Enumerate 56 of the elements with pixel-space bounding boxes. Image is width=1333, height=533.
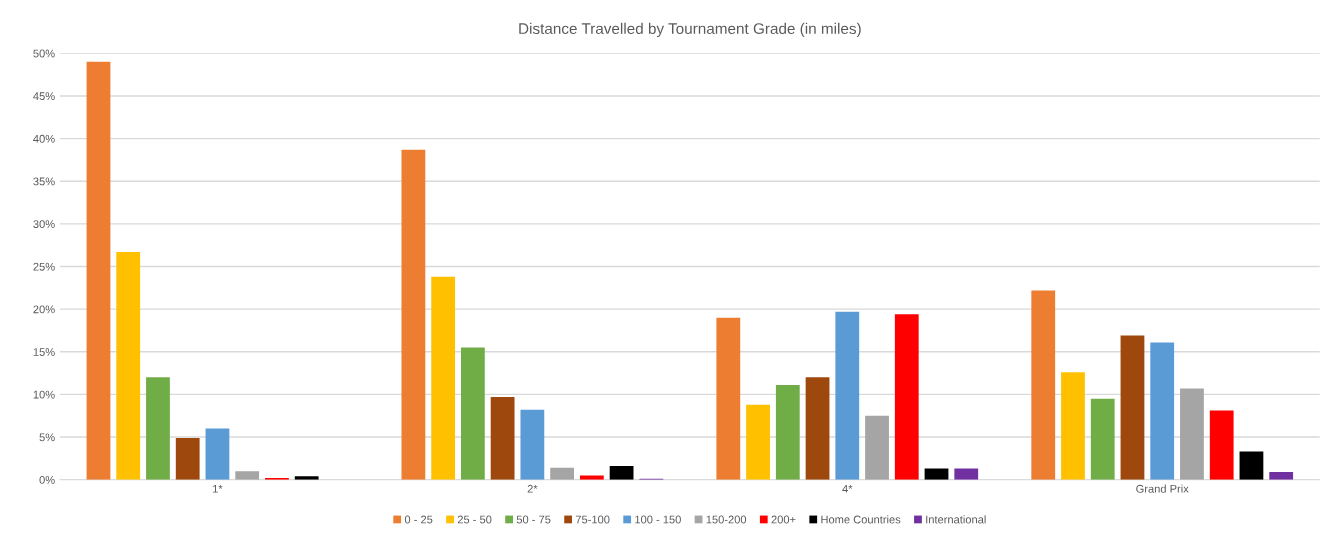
bar	[1269, 472, 1294, 480]
bar	[490, 396, 515, 480]
bar	[205, 428, 230, 480]
y-tick-label: 50%	[33, 49, 55, 58]
x-tick-label: 1*	[213, 484, 223, 493]
bar	[86, 61, 111, 480]
bar	[835, 311, 860, 480]
bar	[1090, 398, 1115, 480]
bar	[520, 409, 545, 480]
legend-label: 100 - 150	[635, 515, 681, 524]
bar	[746, 404, 770, 480]
x-tick-label: 2*	[527, 484, 538, 493]
bar	[116, 252, 141, 480]
y-tick-label: 35%	[33, 177, 55, 186]
y-tick-label: 20%	[33, 305, 55, 314]
bar	[235, 471, 260, 480]
bar	[894, 314, 919, 480]
bar	[865, 415, 889, 480]
bar	[1031, 290, 1056, 480]
y-tick-label: 45%	[33, 92, 55, 101]
bar	[775, 385, 800, 480]
bar	[146, 377, 170, 480]
legend-label: 75-100	[575, 515, 610, 524]
y-tick-label: 15%	[33, 348, 55, 356]
legend-label: 50 - 75	[516, 515, 551, 524]
bar	[550, 467, 575, 480]
y-tick-label: 0%	[39, 475, 55, 484]
x-tick-label: Grand Prix	[1136, 484, 1189, 493]
bar	[1150, 342, 1175, 480]
y-tick-label: 25%	[33, 262, 55, 271]
y-tick-label: 30%	[33, 220, 55, 228]
x-tick-label: 4*	[842, 484, 853, 493]
bar	[431, 276, 456, 480]
bar	[609, 466, 634, 480]
legend-label: 0 - 25	[404, 515, 433, 524]
y-tick-label: 40%	[33, 134, 55, 143]
bar	[1180, 388, 1204, 480]
y-tick-label: 5%	[39, 433, 55, 442]
chart-title: Distance Travelled by Tournament Grade (in miles)	[519, 22, 861, 38]
bar	[175, 437, 200, 480]
bar	[954, 468, 979, 480]
legend-label: Home Countries	[821, 515, 901, 524]
y-tick-label: 10%	[33, 390, 55, 399]
bar	[805, 377, 830, 480]
legend-label: 150-200	[706, 515, 747, 524]
bar	[1209, 410, 1234, 480]
bar	[1061, 372, 1085, 480]
bar	[401, 149, 426, 480]
legend-label: 200+	[771, 515, 796, 524]
bar	[1120, 335, 1145, 480]
bar	[579, 475, 604, 480]
legend-label: 25 - 50	[457, 515, 492, 524]
bar	[1239, 451, 1264, 480]
legend-label: International	[926, 515, 986, 524]
bar	[460, 347, 485, 480]
bar	[716, 317, 741, 480]
